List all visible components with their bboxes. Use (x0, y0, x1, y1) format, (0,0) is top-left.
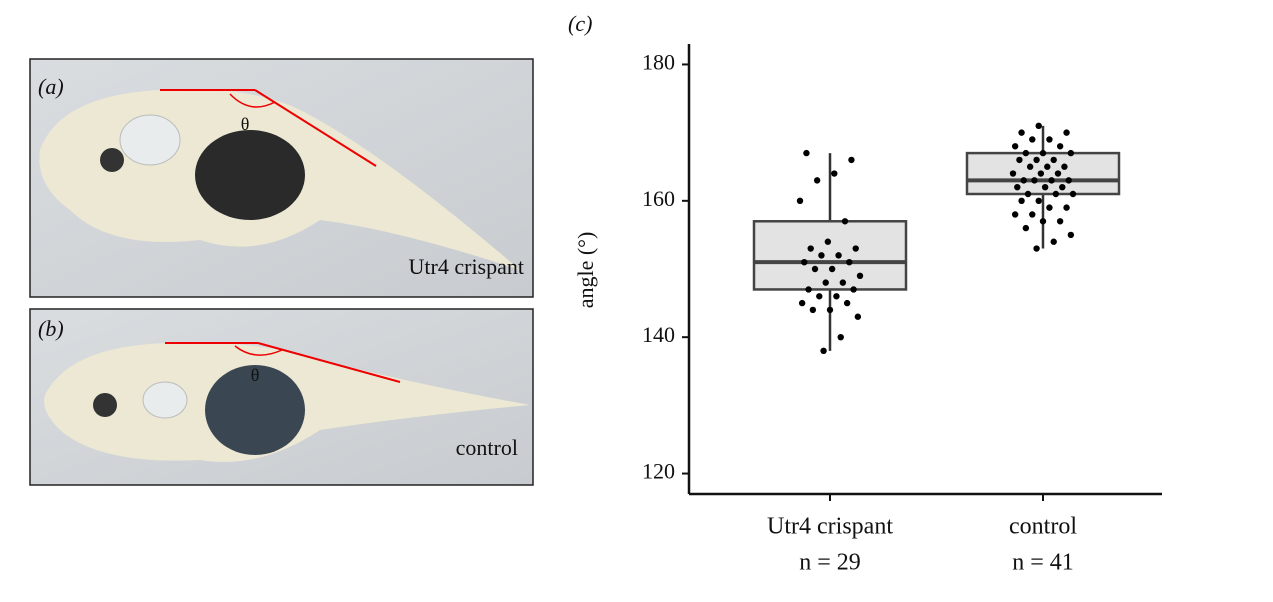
data-point (1067, 231, 1075, 239)
box (752, 220, 908, 291)
data-point (1022, 224, 1030, 232)
data-point (1029, 136, 1036, 143)
data-point (1069, 190, 1077, 198)
data-point (818, 252, 825, 259)
data-point (833, 293, 840, 300)
data-point (1033, 245, 1040, 252)
data-point (1011, 211, 1019, 218)
y-axis-label: angle (°) (573, 232, 598, 309)
data-point (854, 313, 862, 320)
data-point (1048, 177, 1055, 184)
y-tick-label: 160 (642, 186, 675, 211)
data-point (1041, 183, 1049, 191)
photo-caption: control (456, 435, 518, 460)
data-point (846, 258, 853, 266)
data-point (831, 170, 838, 177)
data-point (1031, 177, 1038, 184)
data-point (852, 245, 859, 252)
data-point (1037, 170, 1045, 177)
data-point (839, 279, 847, 286)
data-point (1039, 149, 1047, 157)
data-point (1018, 129, 1025, 136)
data-point (828, 265, 836, 273)
data-point (1046, 204, 1053, 211)
panel-label: (b) (38, 316, 64, 341)
data-point (856, 272, 864, 280)
data-point (1022, 149, 1030, 157)
photo-b: (b) θ control (29, 308, 534, 486)
data-point (813, 177, 821, 184)
photo-a: (a) θ Utr4 crispant (29, 58, 534, 298)
data-point (796, 197, 804, 205)
n-label: n = 41 (1012, 550, 1074, 576)
panel-label: (a) (38, 74, 64, 99)
data-point (1039, 218, 1047, 225)
data-point (1063, 129, 1070, 136)
data-point (841, 218, 849, 225)
data-point (826, 306, 834, 314)
data-point (807, 245, 814, 252)
data-point (1065, 177, 1072, 184)
y-tick-label: 120 (642, 459, 675, 484)
angle-symbol: θ (251, 365, 260, 385)
data-point (820, 347, 827, 355)
x-tick-label: control (1009, 514, 1077, 540)
data-point (837, 333, 844, 341)
data-point (1050, 156, 1057, 164)
data-point (848, 156, 855, 164)
angle-symbol: θ (241, 114, 250, 134)
data-point (1050, 238, 1057, 245)
data-point (801, 258, 808, 266)
data-point (1026, 163, 1034, 170)
x-tick-label: Utr4 crispant (767, 514, 893, 540)
data-point (1061, 163, 1068, 170)
data-point (850, 286, 857, 293)
data-point (1035, 122, 1042, 130)
data-point (809, 306, 817, 314)
data-point (1024, 190, 1032, 198)
panel-label: (c) (568, 11, 592, 36)
data-point (1044, 163, 1051, 170)
data-point (1056, 218, 1064, 225)
n-label: n = 29 (799, 550, 861, 576)
data-point (1020, 177, 1027, 184)
data-point (1059, 183, 1066, 191)
y-tick-label: 140 (642, 322, 675, 347)
data-point (1018, 197, 1025, 205)
photo-caption: Utr4 crispant (409, 254, 524, 279)
data-point (824, 238, 832, 245)
data-point (1029, 211, 1036, 218)
data-point (1035, 197, 1042, 205)
data-point (1056, 143, 1064, 150)
data-point (1014, 183, 1021, 191)
data-point (835, 252, 842, 259)
data-point (805, 286, 812, 293)
data-point (1054, 170, 1062, 177)
data-point (1052, 190, 1060, 198)
data-point (1016, 156, 1023, 164)
data-point (843, 299, 851, 307)
data-point (798, 299, 806, 307)
data-point (1033, 156, 1040, 164)
data-point (803, 149, 810, 157)
y-tick-label: 180 (642, 50, 675, 75)
data-point (1011, 143, 1019, 150)
data-point (1009, 170, 1017, 177)
data-point (1067, 149, 1075, 157)
data-point (811, 265, 819, 273)
data-point (1063, 204, 1070, 211)
data-point (816, 293, 823, 300)
data-point (1046, 136, 1053, 143)
data-point (822, 279, 829, 286)
